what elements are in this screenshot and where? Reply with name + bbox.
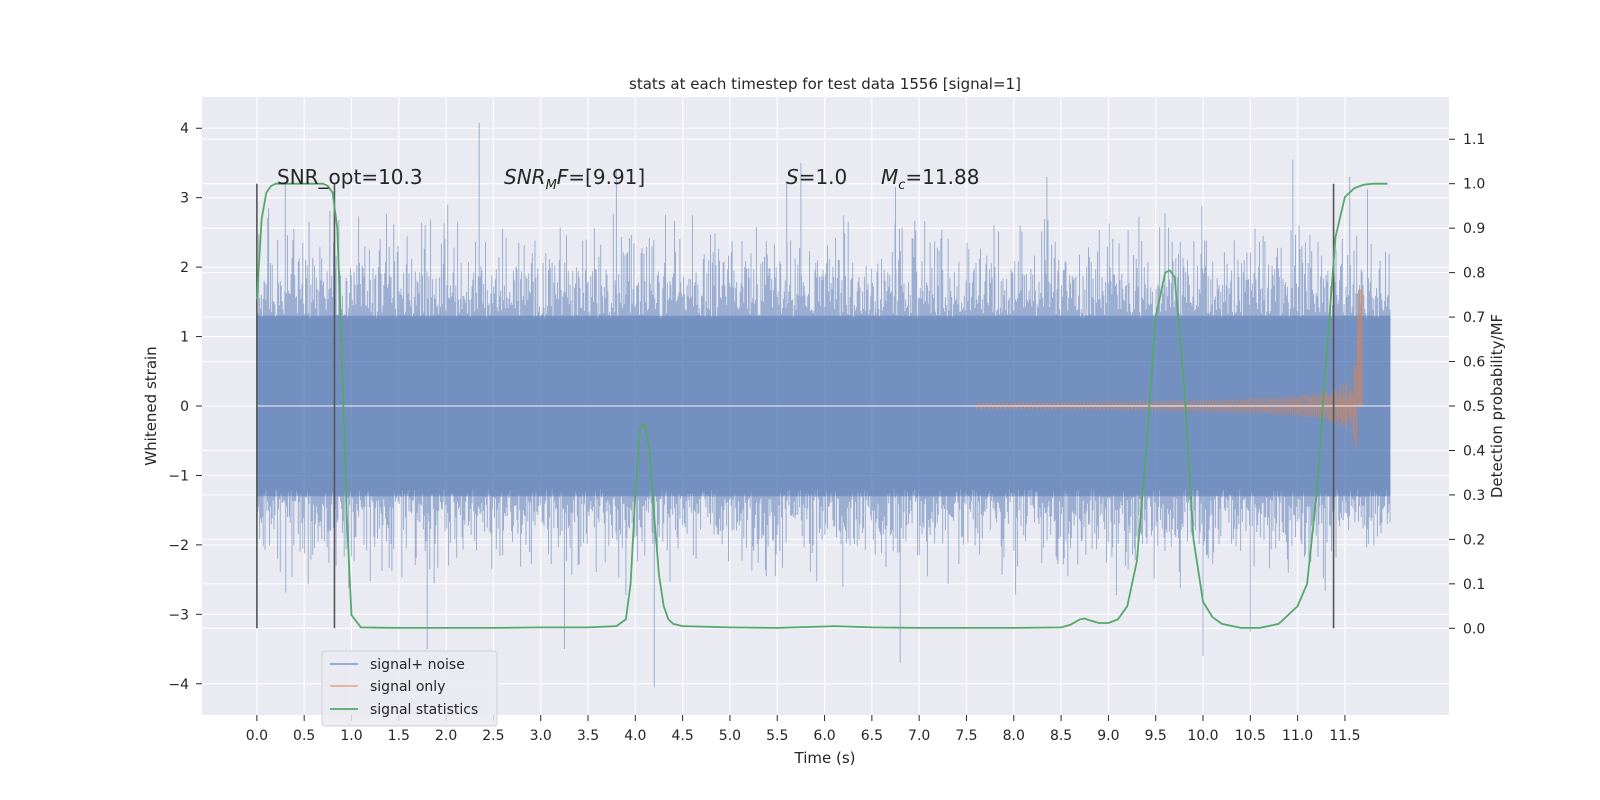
x-tick-label-2: 1.0 — [340, 728, 362, 744]
y2-tick-label-11: 1.1 — [1463, 132, 1485, 148]
x-tick-label-19: 9.5 — [1145, 728, 1167, 744]
y-tick-label-8: 4 — [180, 121, 189, 137]
signal-statistics-line — [256, 182, 1388, 629]
y2-tick-label-1: 0.1 — [1463, 577, 1485, 593]
legend-label-signal-statistics: signal statistics — [370, 702, 478, 718]
y2-tick-label-2: 0.2 — [1463, 532, 1485, 548]
annotation-mc-rest: =11.88 — [905, 165, 979, 189]
y2-tick-label-4: 0.4 — [1463, 443, 1485, 459]
annotation-mc: Mc=11.88 — [881, 165, 979, 193]
annotation-mc-label: M — [881, 165, 898, 189]
x-tick-label-13: 6.5 — [861, 728, 883, 744]
x-tick-label-22: 11.0 — [1282, 728, 1313, 744]
annotation-snr-mf-rest: =[9.91] — [568, 165, 645, 189]
x-tick-label-14: 7.0 — [908, 728, 930, 744]
x-tick-label-10: 5.0 — [719, 728, 741, 744]
x-tick-label-15: 7.5 — [955, 728, 977, 744]
annotation-snr-opt: SNR_opt=10.3 — [277, 165, 423, 189]
legend-label-signal-noise: signal+ noise — [370, 657, 465, 673]
legend-label-signal-only: signal only — [370, 679, 445, 695]
plot-area — [202, 97, 1449, 715]
x-tick-label-5: 2.5 — [482, 728, 504, 744]
x-tick-label-1: 0.5 — [293, 728, 315, 744]
y-axis-ticks: −4 −3 −2 −1 0 1 2 3 4 — [168, 121, 202, 693]
signal-statistics-series — [256, 182, 1388, 629]
x-tick-label-3: 1.5 — [388, 728, 410, 744]
x-tick-label-0: 0.0 — [246, 728, 268, 744]
x-tick-label-16: 8.0 — [1003, 728, 1025, 744]
y2-axis-ticks: 0.0 0.1 0.2 0.3 0.4 0.5 0.6 0.7 0.8 0.9 1.0 1.1 — [1449, 132, 1485, 637]
y2-tick-label-7: 0.7 — [1463, 310, 1485, 326]
annotation-s: S=1.0 — [786, 165, 847, 189]
x-tick-label-18: 9.0 — [1097, 728, 1119, 744]
x-tick-label-21: 10.5 — [1235, 728, 1266, 744]
y-tick-label-4: 0 — [180, 399, 189, 415]
x-tick-label-6: 3.0 — [530, 728, 552, 744]
annotation-s-label: S — [786, 165, 799, 189]
y2-axis-label: Detection probability/MF — [1488, 314, 1506, 498]
x-axis-label: Time (s) — [794, 749, 856, 767]
signal-only-series — [975, 289, 1363, 449]
y-tick-label-3: −1 — [168, 468, 189, 484]
y-tick-label-5: 1 — [180, 330, 189, 346]
annotation-s-rest: =1.0 — [799, 165, 848, 189]
y2-tick-label-6: 0.6 — [1463, 355, 1485, 371]
annotation-snr-mf-label: SNR — [504, 165, 546, 189]
x-tick-label-8: 4.0 — [624, 728, 646, 744]
y2-tick-label-8: 0.8 — [1463, 266, 1485, 282]
y2-tick-label-3: 0.3 — [1463, 488, 1485, 504]
legend: signal+ noise signal only signal statist… — [321, 650, 498, 727]
x-tick-label-23: 11.5 — [1329, 728, 1360, 744]
x-tick-label-7: 3.5 — [577, 728, 599, 744]
annotations: SNR_opt=10.3 SNRMF=[9.91] S=1.0 Mc=11.88 — [277, 165, 979, 193]
annotation-mc-sub: c — [898, 178, 905, 193]
y-tick-label-0: −4 — [168, 677, 189, 693]
annotation-snr-mf: SNRMF=[9.91] — [504, 165, 645, 193]
y2-tick-label-10: 1.0 — [1463, 177, 1485, 193]
x-tick-label-9: 4.5 — [672, 728, 694, 744]
y-tick-label-1: −3 — [168, 607, 189, 623]
y-tick-label-7: 3 — [180, 191, 189, 207]
x-tick-label-4: 2.0 — [435, 728, 457, 744]
x-tick-label-17: 8.5 — [1050, 728, 1072, 744]
x-axis-ticks: 0.0 0.5 1.0 1.5 2.0 2.5 3.0 3.5 4.0 4.5 5.0 5.5 6.0 6… — [246, 715, 1361, 744]
y-tick-label-6: 2 — [180, 260, 189, 276]
y-axis-label: Whitened strain — [142, 346, 160, 465]
y2-tick-label-5: 0.5 — [1463, 399, 1485, 415]
x-tick-label-11: 5.5 — [766, 728, 788, 744]
x-tick-label-12: 6.0 — [813, 728, 835, 744]
x-tick-label-20: 10.0 — [1187, 728, 1218, 744]
y2-tick-label-9: 0.9 — [1463, 221, 1485, 237]
annotation-snr-mf-f: F — [557, 165, 569, 189]
chart-title: stats at each timestep for test data 155… — [629, 75, 1021, 93]
legend-box — [321, 650, 498, 727]
y2-tick-label-0: 0.0 — [1463, 621, 1485, 637]
y-tick-label-2: −2 — [168, 538, 189, 554]
signal-only-trace — [975, 289, 1363, 449]
annotation-snr-mf-sub: M — [546, 178, 557, 193]
